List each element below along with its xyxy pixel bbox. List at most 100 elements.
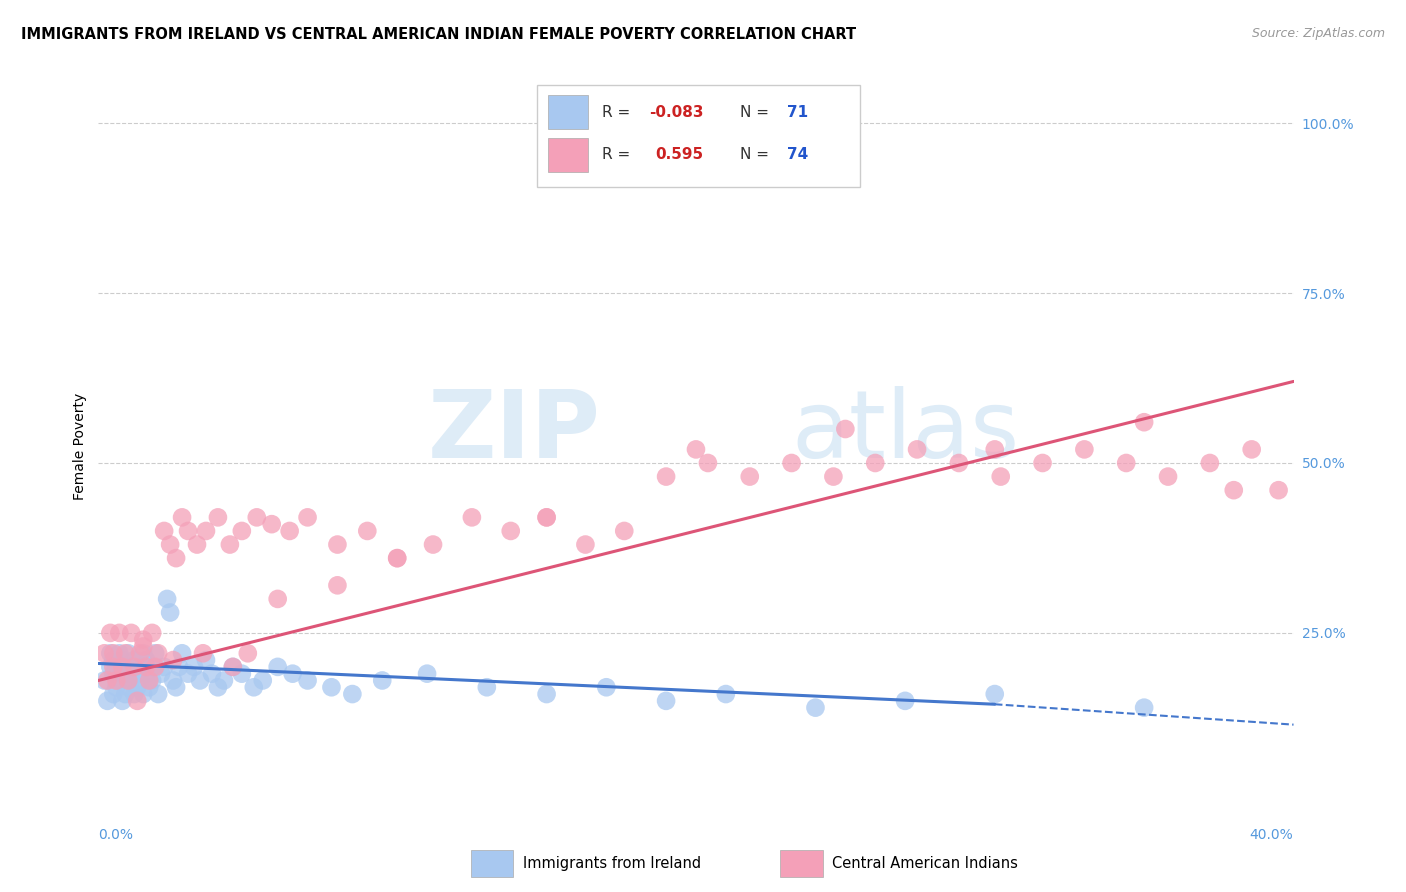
Text: -0.083: -0.083	[650, 105, 704, 120]
Point	[138, 680, 160, 694]
Point	[823, 469, 845, 483]
Point	[655, 694, 678, 708]
Point	[278, 524, 301, 538]
Point	[114, 687, 136, 701]
Point	[1157, 469, 1180, 483]
Point	[231, 666, 253, 681]
Y-axis label: Female Poverty: Female Poverty	[73, 392, 87, 500]
Point	[536, 687, 558, 701]
Text: atlas: atlas	[792, 385, 1019, 478]
Text: R =: R =	[602, 105, 636, 120]
Text: 0.595: 0.595	[655, 147, 703, 161]
Point	[141, 660, 163, 674]
Point	[114, 660, 136, 674]
Point	[132, 687, 155, 701]
Point	[98, 660, 122, 674]
Point	[120, 660, 142, 674]
Point	[177, 524, 200, 538]
Point	[574, 537, 596, 551]
Point	[138, 673, 160, 688]
Point	[172, 646, 194, 660]
Point	[105, 673, 128, 688]
Text: Immigrants from Ireland: Immigrants from Ireland	[523, 856, 702, 871]
Point	[236, 646, 259, 660]
Text: 71: 71	[787, 105, 808, 120]
Point	[135, 653, 157, 667]
Point	[865, 456, 887, 470]
Point	[124, 687, 146, 701]
Point	[1115, 456, 1137, 470]
Point	[219, 537, 242, 551]
Text: ZIP: ZIP	[427, 385, 600, 478]
Point	[108, 646, 131, 660]
Point	[212, 673, 235, 688]
Point	[745, 144, 768, 158]
Point	[103, 653, 125, 667]
Text: IMMIGRANTS FROM IRELAND VS CENTRAL AMERICAN INDIAN FEMALE POVERTY CORRELATION CH: IMMIGRANTS FROM IRELAND VS CENTRAL AMERI…	[21, 27, 856, 42]
Point	[499, 524, 522, 538]
Point	[108, 673, 131, 688]
Point	[697, 456, 720, 470]
Point	[177, 666, 200, 681]
Point	[96, 673, 118, 688]
Point	[188, 673, 211, 688]
Point	[162, 673, 184, 688]
Point	[114, 646, 136, 660]
Point	[96, 694, 118, 708]
Point	[356, 524, 378, 538]
Text: R =: R =	[602, 147, 640, 161]
Point	[117, 646, 139, 660]
Point	[150, 666, 173, 681]
Point	[1032, 456, 1054, 470]
Point	[195, 524, 218, 538]
Point	[132, 632, 155, 647]
Point	[191, 646, 214, 660]
Point	[103, 666, 125, 681]
Point	[98, 646, 122, 660]
Point	[326, 537, 349, 551]
Point	[120, 673, 142, 688]
Point	[111, 653, 134, 667]
Point	[129, 646, 152, 660]
Point	[93, 673, 115, 688]
Point	[127, 694, 149, 708]
Point	[186, 537, 208, 551]
Point	[103, 687, 125, 701]
Point	[117, 673, 139, 688]
Text: 0.0%: 0.0%	[98, 828, 134, 842]
Point	[207, 510, 229, 524]
Point	[129, 673, 152, 688]
Point	[267, 591, 290, 606]
Point	[148, 687, 170, 701]
Point	[105, 660, 128, 674]
Point	[984, 442, 1007, 457]
Point	[321, 680, 343, 694]
Point	[475, 680, 498, 694]
Point	[98, 626, 122, 640]
Point	[127, 680, 149, 694]
Point	[222, 660, 245, 674]
Point	[252, 673, 274, 688]
Point	[984, 687, 1007, 701]
Point	[165, 551, 187, 566]
Text: Central American Indians: Central American Indians	[832, 856, 1018, 871]
Point	[143, 646, 166, 660]
Point	[222, 660, 245, 674]
Point	[159, 537, 181, 551]
Point	[132, 640, 155, 654]
Point	[461, 510, 484, 524]
Point	[804, 700, 827, 714]
Point	[231, 524, 253, 538]
Point	[124, 660, 146, 674]
Point	[780, 456, 803, 470]
Point	[422, 537, 444, 551]
Point	[990, 469, 1012, 483]
Point	[111, 666, 134, 681]
Point	[153, 524, 176, 538]
Point	[127, 666, 149, 681]
Point	[162, 653, 184, 667]
Text: 74: 74	[787, 147, 808, 161]
Point	[1073, 442, 1095, 457]
Point	[297, 673, 319, 688]
Point	[103, 660, 125, 674]
